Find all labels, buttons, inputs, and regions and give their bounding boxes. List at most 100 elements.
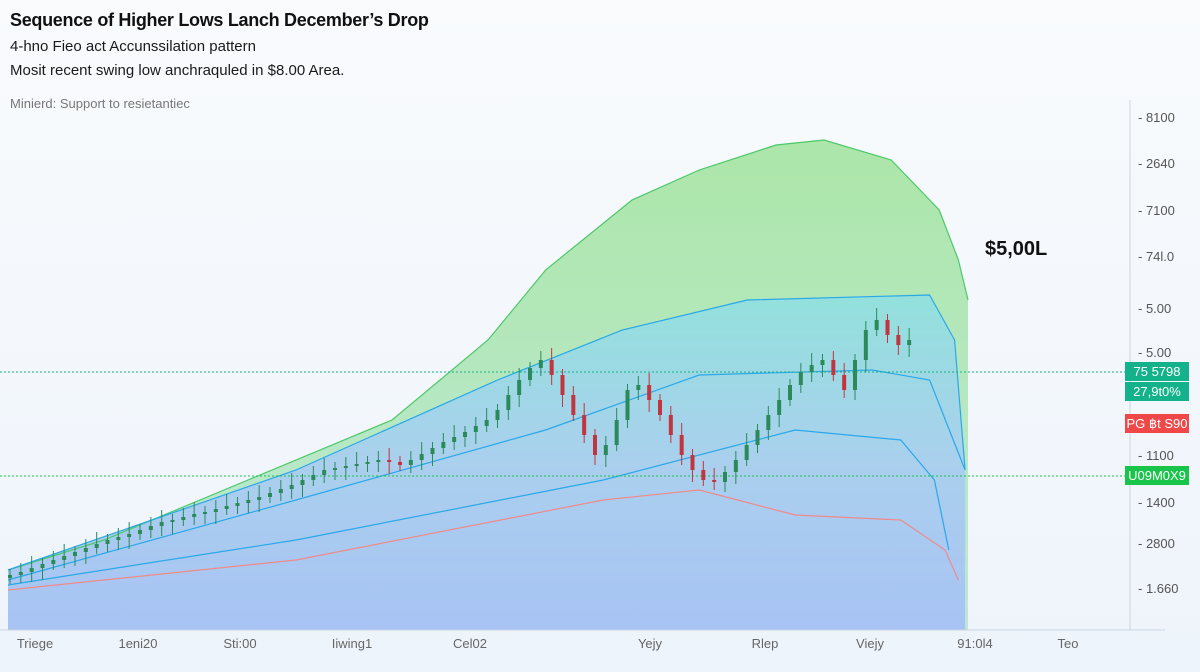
candle-body bbox=[528, 368, 532, 380]
candle-body bbox=[463, 432, 467, 437]
price-tag: PG ฿t S90 bbox=[1125, 414, 1189, 433]
candle-body bbox=[148, 526, 153, 530]
candle-body bbox=[701, 470, 706, 480]
candle-body bbox=[8, 575, 12, 578]
y-tick-label: - 1100 bbox=[1138, 448, 1174, 463]
candle-body bbox=[343, 466, 348, 468]
candle-body bbox=[658, 400, 662, 415]
x-tick-label: Rlep bbox=[751, 636, 779, 651]
candle-body bbox=[853, 360, 857, 390]
candle-body bbox=[387, 460, 392, 462]
candle-body bbox=[333, 468, 337, 470]
chart-title: Sequence of Higher Lows Lanch December’s… bbox=[10, 10, 429, 30]
candle-body bbox=[300, 480, 305, 485]
candle-body bbox=[766, 415, 771, 430]
candle-body bbox=[755, 430, 760, 445]
candle-body bbox=[690, 455, 695, 470]
y-tick-label: - 5.00 bbox=[1138, 345, 1172, 360]
y-tick-label: - 1400 bbox=[1138, 495, 1175, 510]
price-annotation: $5,00L bbox=[985, 238, 1048, 260]
candle-body bbox=[506, 395, 511, 410]
candle-body bbox=[311, 475, 316, 480]
price-tag: U09M0X9 bbox=[1125, 466, 1189, 485]
price-tag: 75 5798 bbox=[1125, 362, 1189, 381]
x-tick-label: Triege bbox=[16, 636, 54, 651]
candle-body bbox=[517, 380, 522, 395]
candle-body bbox=[820, 360, 825, 365]
candle-body bbox=[809, 365, 814, 372]
candle-body bbox=[603, 445, 608, 455]
candle-body bbox=[593, 435, 597, 455]
candle-body bbox=[495, 410, 500, 420]
y-tick-label: - 8100 bbox=[1138, 110, 1175, 125]
candle-body bbox=[73, 552, 77, 556]
chart-note: Minierd: Support to resietantiec bbox=[10, 96, 190, 111]
candle-body bbox=[246, 500, 251, 503]
candle-body bbox=[614, 420, 619, 445]
candle-body bbox=[116, 537, 121, 540]
candle-body bbox=[452, 437, 457, 442]
x-tick-label: Cel02 bbox=[453, 636, 487, 651]
candle-body bbox=[668, 415, 673, 435]
candle-body bbox=[896, 335, 901, 345]
candle-body bbox=[744, 445, 749, 460]
candle-body bbox=[679, 435, 684, 455]
candle-body bbox=[863, 330, 868, 360]
candle-body bbox=[560, 375, 565, 395]
candle-body bbox=[712, 480, 717, 482]
candle-body bbox=[105, 540, 110, 544]
candle-body bbox=[365, 462, 370, 464]
candle-body bbox=[647, 385, 652, 400]
candle-body bbox=[625, 390, 630, 420]
candle-body bbox=[419, 454, 424, 460]
band-area bbox=[8, 295, 966, 630]
band-lower-line bbox=[7, 429, 950, 586]
candle-body bbox=[484, 420, 489, 426]
candle-body bbox=[885, 320, 890, 335]
candle-body bbox=[257, 497, 262, 500]
candle-body bbox=[83, 548, 88, 552]
candle-body bbox=[62, 556, 67, 560]
y-tick-label: - 5.00 bbox=[1138, 301, 1172, 316]
candle-body bbox=[571, 395, 576, 415]
candle-body bbox=[322, 470, 327, 475]
candle-body bbox=[788, 385, 792, 400]
lower-line bbox=[7, 489, 959, 591]
chart-description: Mosit recent swing low anchraquled in $8… bbox=[10, 62, 345, 79]
y-tick-label: - 2640 bbox=[1138, 156, 1175, 171]
candle-body bbox=[192, 514, 197, 517]
x-tick-label: 1eni20 bbox=[118, 636, 158, 651]
candle-body bbox=[907, 340, 912, 345]
y-tick-label: - 7100 bbox=[1138, 203, 1175, 218]
y-tick-label: - 1.660 bbox=[1138, 581, 1179, 596]
candle-body bbox=[441, 442, 446, 448]
candle-body bbox=[874, 320, 879, 330]
candle-body bbox=[127, 534, 132, 537]
x-tick-label: 91:0l4 bbox=[957, 636, 993, 651]
candle-body bbox=[354, 464, 359, 466]
candle-body bbox=[723, 472, 727, 482]
candle-body bbox=[549, 360, 554, 375]
candle-body bbox=[473, 426, 478, 432]
candle-body bbox=[289, 485, 294, 489]
candle-body bbox=[203, 512, 207, 514]
y-tick-label: - 2800 bbox=[1138, 536, 1175, 551]
candle-body bbox=[842, 375, 847, 390]
x-tick-label: Yejy bbox=[637, 636, 663, 651]
candle-body bbox=[831, 360, 836, 375]
price-tag: 27,9t0% bbox=[1125, 382, 1189, 401]
candle-body bbox=[538, 360, 543, 368]
candle-body bbox=[235, 503, 240, 506]
x-tick-label: Teo bbox=[1057, 636, 1079, 651]
candle-body bbox=[181, 517, 186, 520]
candle-body bbox=[398, 462, 402, 465]
candle-body bbox=[798, 372, 803, 385]
candle-body bbox=[213, 509, 218, 512]
candle-body bbox=[170, 520, 175, 522]
candle-body bbox=[636, 385, 641, 390]
candle-body bbox=[430, 448, 435, 454]
candle-body bbox=[582, 415, 587, 435]
chart-subtitle: 4-hno Fieo act Accunssilation pattern bbox=[10, 38, 256, 55]
candle-body bbox=[40, 564, 45, 568]
